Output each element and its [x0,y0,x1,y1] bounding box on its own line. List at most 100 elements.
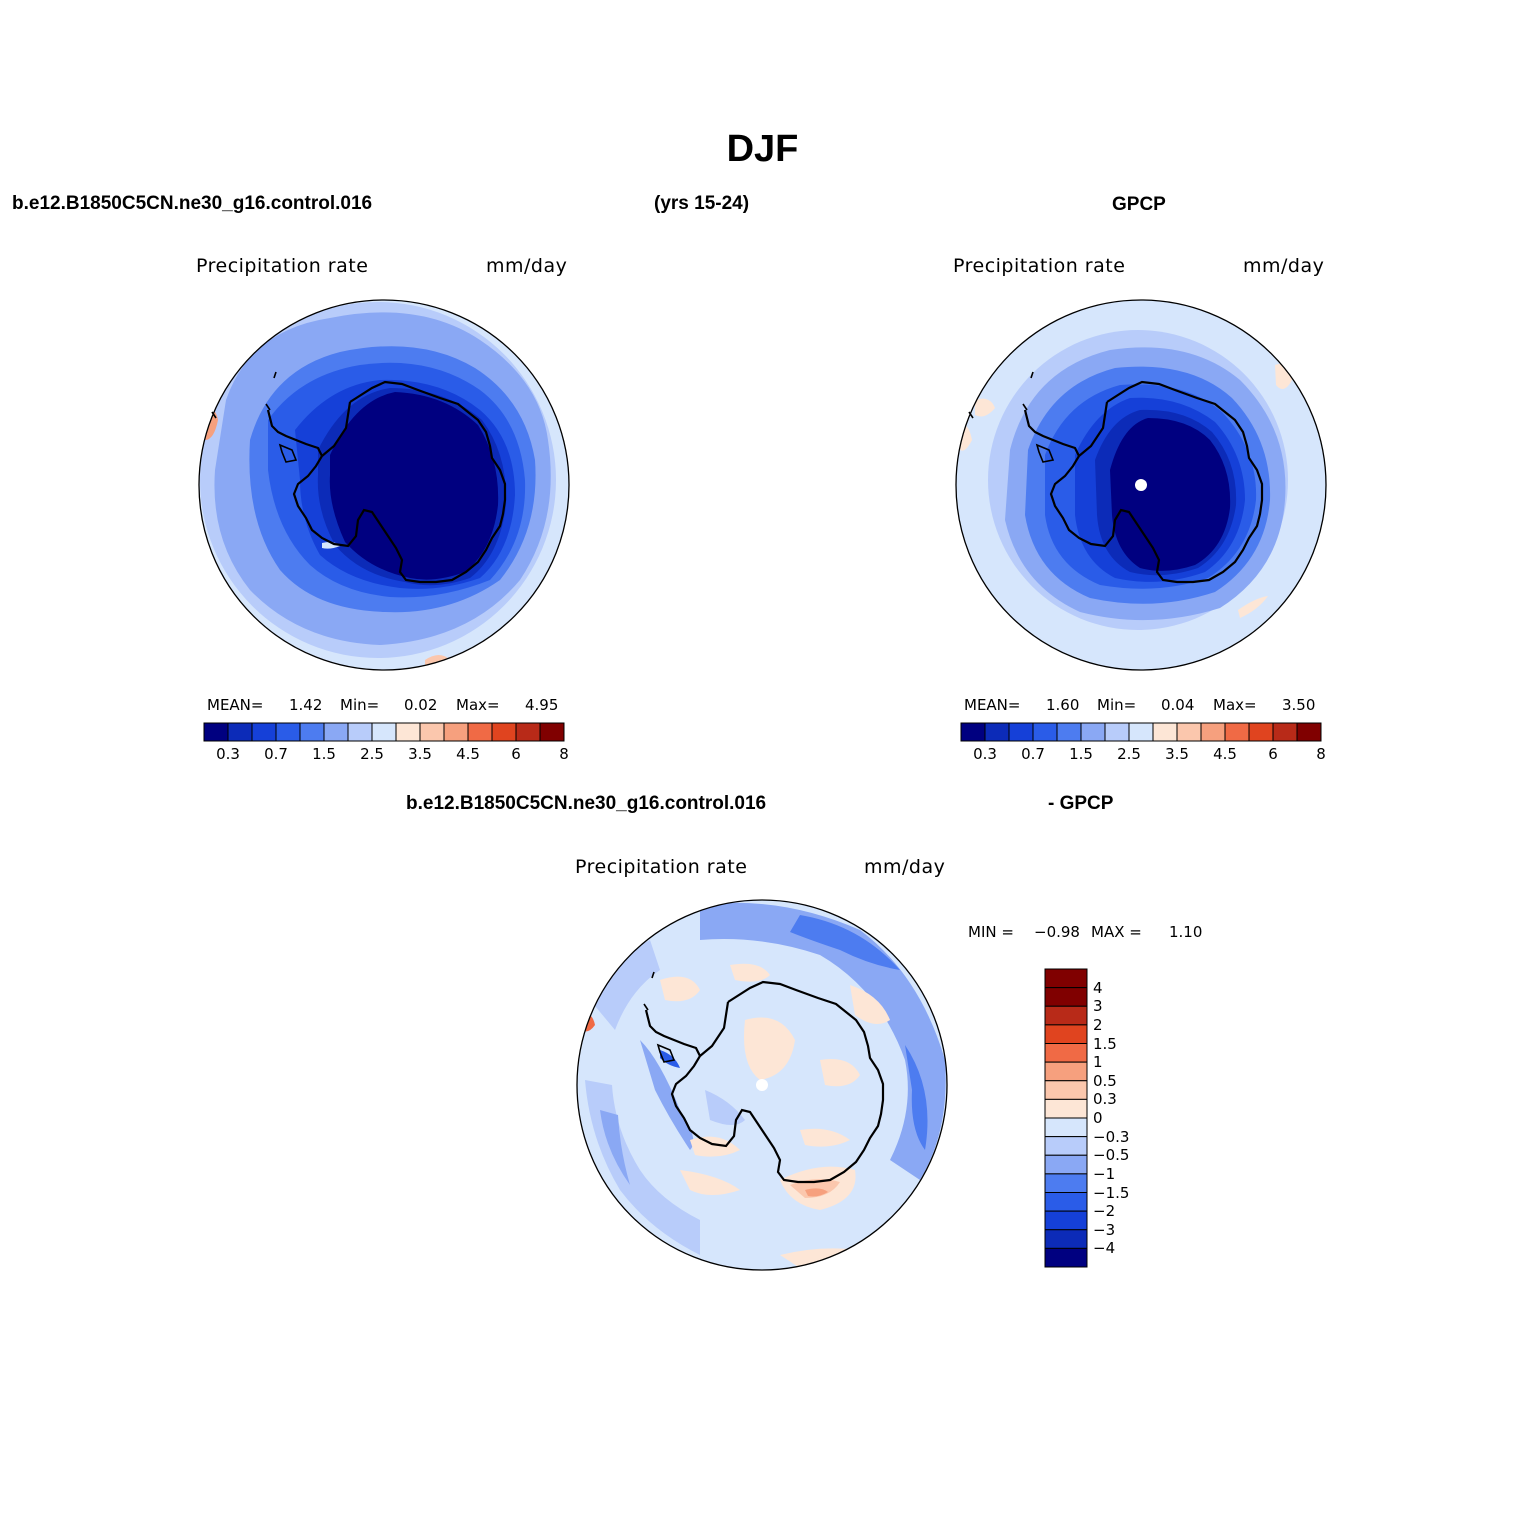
colorbar-tick-label: 2.5 [1117,745,1141,763]
colorbar-swatch [960,722,986,742]
colorbar-tick-label: 0 [1093,1109,1103,1127]
model-mean-value: 1.42 [289,696,323,714]
colorbar-tick-label: 8 [1316,745,1326,763]
colorbar-swatch [443,722,469,742]
diff-units-label: mm/day [864,856,946,878]
obs-name-label: GPCP [1112,194,1166,215]
colorbar-swatch [1272,722,1298,742]
model-map-border [198,299,570,671]
colorbar-tick-label: 2 [1093,1015,1103,1034]
diff-coastline [644,980,885,1184]
colorbar-swatch [299,722,325,742]
colorbar-tick-label: 0.7 [264,745,288,763]
obs-coastline [1023,380,1264,584]
colorbar-tick-label: −0.5 [1093,1146,1130,1165]
obs-max-value: 3.50 [1282,696,1316,714]
model-polar-map [199,300,569,670]
obs-mean-label: MEAN= [964,696,1021,714]
colorbar-swatch [1044,1005,1088,1026]
model-var-label: Precipitation rate [196,255,369,277]
colorbar-tick-label: 3.5 [408,745,432,763]
colorbar-swatch [1044,1098,1088,1119]
colorbar-swatch [491,722,517,742]
colorbar-swatch [1044,1229,1088,1249]
colorbar-swatch [1248,722,1274,742]
obs-units-label: mm/day [1243,255,1325,277]
diff-case-label: b.e12.B1850C5CN.ne30_g16.control.016 [406,793,767,814]
colorbar-swatch [1080,722,1106,742]
obs-polar-map [956,300,1326,670]
colorbar-swatch [1224,722,1250,742]
obs-mean-value: 1.60 [1046,696,1080,714]
colorbar-swatch [1044,1136,1088,1156]
colorbar-tick-label: −4 [1093,1239,1116,1258]
diff-colorbar [1044,968,1088,1268]
obs-map-border [955,299,1327,671]
colorbar-tick-label: 4.5 [456,745,480,763]
obs-colorbar [960,722,1322,742]
colorbar-tick-label: 0.3 [973,745,997,763]
colorbar-swatch [1044,1210,1088,1231]
colorbar-tick-label: 1.5 [1069,745,1093,763]
colorbar-tick-label: 1 [1093,1053,1103,1072]
model-min-label: Min= [340,696,380,714]
colorbar-swatch [1008,722,1034,742]
colorbar-tick-label: −0.3 [1093,1127,1130,1146]
diff-max-label: MAX = [1091,923,1142,941]
colorbar-tick-label: 3.5 [1165,745,1189,763]
colorbar-tick-label: 0.3 [1093,1090,1117,1109]
model-max-label: Max= [456,696,500,714]
colorbar-swatch [251,722,277,742]
model-units-label: mm/day [486,255,568,277]
model-max-value: 4.95 [525,696,559,714]
colorbar-swatch [1044,1154,1088,1175]
model-coastline [266,380,507,584]
colorbar-swatch [1044,1192,1088,1212]
model-min-value: 0.02 [404,696,438,714]
colorbar-swatch [467,722,493,742]
diff-map-border [576,899,948,1271]
diff-var-label: Precipitation rate [575,856,748,878]
colorbar-swatch [515,722,541,742]
colorbar-swatch [275,722,301,742]
colorbar-swatch [395,722,421,742]
diff-min-value: −0.98 [1034,923,1080,941]
obs-max-label: Max= [1213,696,1257,714]
diff-polar-map [577,900,947,1270]
obs-min-value: 0.04 [1161,696,1195,714]
colorbar-tick-label: 6 [511,745,521,763]
diff-min-label: MIN = [968,923,1014,941]
colorbar-swatch [1044,1173,1088,1193]
colorbar-tick-label: 1.5 [312,745,336,763]
diff-max-value: 1.10 [1169,923,1203,941]
colorbar-swatch [1044,987,1088,1007]
colorbar-swatch [1044,1061,1088,1082]
colorbar-tick-label: 6 [1268,745,1278,763]
colorbar-tick-label: −2 [1093,1202,1116,1221]
colorbar-swatch [419,722,445,742]
colorbar-swatch [1044,1043,1088,1063]
model-mean-label: MEAN= [207,696,264,714]
colorbar-swatch [227,722,253,742]
colorbar-swatch [1044,1247,1088,1268]
figure-title: DJF [726,128,799,170]
colorbar-swatch [1044,1024,1088,1044]
colorbar-tick-label: 3 [1093,997,1103,1016]
colorbar-tick-label: 8 [559,745,569,763]
years-label: (yrs 15-24) [654,193,750,214]
colorbar-tick-label: −1.5 [1093,1183,1130,1202]
colorbar-swatch [203,722,229,742]
case-name-label: b.e12.B1850C5CN.ne30_g16.control.016 [12,193,373,214]
colorbar-tick-label: 2.5 [360,745,384,763]
colorbar-swatch [1176,722,1202,742]
colorbar-tick-label: 0.5 [1093,1071,1117,1090]
colorbar-swatch [1200,722,1226,742]
colorbar-swatch [539,722,565,742]
colorbar-swatch [1152,722,1178,742]
obs-min-label: Min= [1097,696,1137,714]
colorbar-tick-label: −1 [1093,1164,1116,1183]
colorbar-swatch [1044,1117,1088,1138]
colorbar-swatch [984,722,1010,742]
diff-obs-label: - GPCP [1048,793,1114,814]
